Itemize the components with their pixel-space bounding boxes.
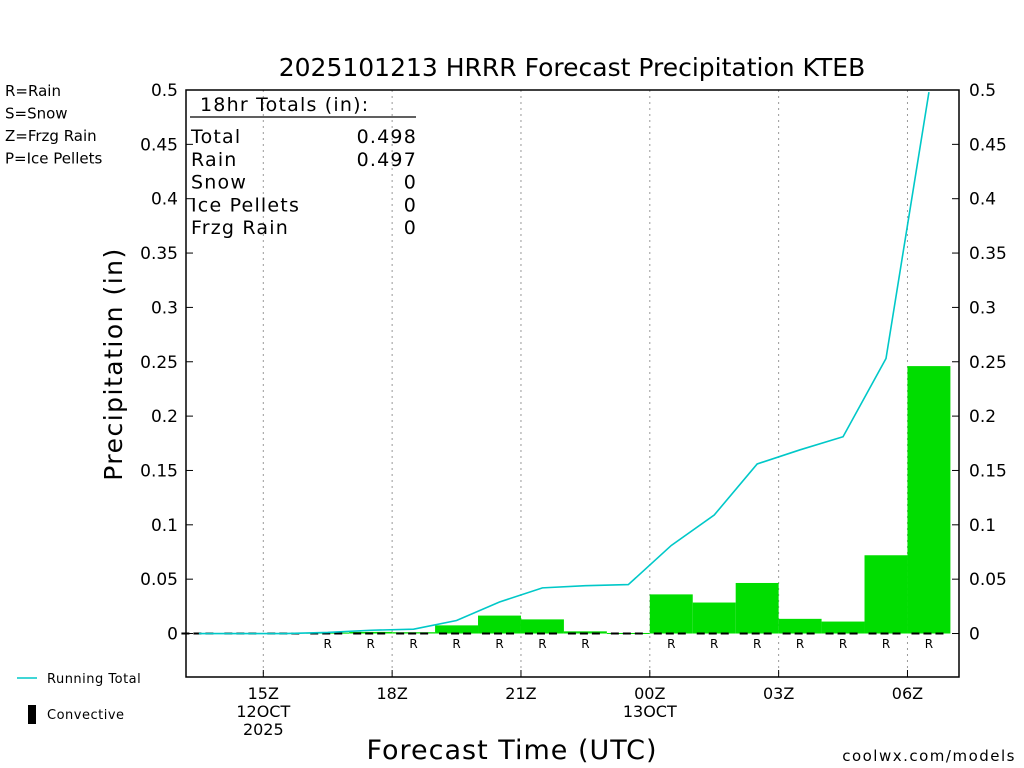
series-legend-label: Running Total xyxy=(47,672,141,687)
y-tick-label: 0.1 xyxy=(151,516,178,536)
y-tick-label: 0.5 xyxy=(969,81,996,101)
precip-bar xyxy=(478,615,521,634)
ptype-letter: R xyxy=(538,637,546,651)
totals-row-value: 0 xyxy=(404,172,417,194)
running-total-series xyxy=(198,92,930,635)
chart-title: 2025101213 HRRR Forecast Precipitation K… xyxy=(279,53,865,82)
y-tick-label: 0.3 xyxy=(969,298,996,318)
ptype-letter: R xyxy=(925,637,933,651)
x-tick-label: 2025 xyxy=(243,720,284,739)
ptype-letter: R xyxy=(882,637,890,651)
precip-bar xyxy=(735,582,779,634)
x-axis-label: Forecast Time (UTC) xyxy=(366,735,657,766)
y-axis-label: Precipitation (in) xyxy=(99,247,128,481)
y-tick-label: 0.25 xyxy=(969,353,1007,373)
totals-row-label: Total xyxy=(190,126,241,148)
ptype-legend-item: Z=Frzg Rain xyxy=(5,127,97,145)
y-tick-label: 0.1 xyxy=(969,516,996,536)
credit-text: coolwx.com/models xyxy=(842,747,1016,765)
ptype-legend-item: P=Ice Pellets xyxy=(5,150,102,168)
totals-row-label: Snow xyxy=(191,172,247,194)
y-tick-label: 0.4 xyxy=(151,190,178,210)
y-tick-label: 0.45 xyxy=(969,135,1007,155)
ptype-letter: R xyxy=(495,637,503,651)
x-tick-label: 03Z xyxy=(763,684,794,703)
ptype-letter: R xyxy=(667,637,675,651)
y-tick-label: 0.5 xyxy=(151,81,178,101)
y-tick-label: 0.35 xyxy=(969,244,1007,264)
running-total-line xyxy=(198,92,930,635)
y-tick-label: 0.4 xyxy=(969,190,996,210)
totals-row-value: 0 xyxy=(404,194,417,216)
totals-row-value: 0.497 xyxy=(357,149,417,171)
y-tick-label: 0.45 xyxy=(140,135,178,155)
precip-bar xyxy=(520,619,564,634)
ptype-letter: R xyxy=(452,637,460,651)
y-tick-label: 0.2 xyxy=(969,407,996,427)
series-legend: Running Total Convective xyxy=(17,672,141,724)
y-tick-label: 0.35 xyxy=(140,244,178,264)
precip-bar xyxy=(649,594,693,634)
ptype-letter: R xyxy=(409,637,417,651)
ptype-legend: R=Rain S=Snow Z=Frzg Rain P=Ice Pellets xyxy=(5,82,102,168)
x-tick-label: 06Z xyxy=(892,684,923,703)
y-tick-label: 0.2 xyxy=(151,407,178,427)
y-tick-label: 0.05 xyxy=(969,570,1007,590)
plot-frame xyxy=(185,89,960,678)
ptype-letter: R xyxy=(581,637,589,651)
precip-bar xyxy=(563,631,607,634)
totals-row-label: Rain xyxy=(191,149,238,171)
ptype-letter: R xyxy=(324,637,332,651)
precip-bar xyxy=(435,625,479,634)
x-tick-label: 21Z xyxy=(505,684,536,703)
y-axis-left: 0 0.05 0.1 0.15 0.2 0.25 0.3 0.35 0.4 0.45 0.5 xyxy=(140,81,193,645)
totals-row-label: Frzg Rain xyxy=(191,217,289,239)
bars xyxy=(306,366,951,634)
ptype-letter: R xyxy=(839,637,847,651)
x-tick-label: 12OCT xyxy=(236,702,290,721)
totals-row-value: 0 xyxy=(404,217,417,239)
ptype-legend-item: R=Rain xyxy=(5,82,61,100)
x-tick-label: 15Z xyxy=(248,684,279,703)
convective-legend-swatch xyxy=(28,705,36,724)
totals-row-label: Ice Pellets xyxy=(191,194,300,216)
y-tick-label: 0 xyxy=(969,625,980,645)
ptype-letter: R xyxy=(710,637,718,651)
series-legend-label: Convective xyxy=(47,708,125,723)
precip-bar xyxy=(907,366,951,634)
totals-row-value: 0.498 xyxy=(357,126,417,148)
totals-box: 18hr Totals (in): Total 0.498 Rain 0.497 Snow… xyxy=(190,94,417,239)
precip-bar xyxy=(864,555,908,634)
ptype-letter: R xyxy=(366,637,374,651)
y-axis-right: 0 0.05 0.1 0.15 0.2 0.25 0.3 0.35 0.4 0.45 0.5 xyxy=(952,81,1007,645)
ptype-letter: R xyxy=(753,637,761,651)
totals-header: 18hr Totals (in): xyxy=(200,94,369,116)
x-tick-label: 13OCT xyxy=(623,702,677,721)
y-tick-label: 0.15 xyxy=(140,461,178,481)
y-tick-label: 0 xyxy=(167,625,178,645)
ptype-letter: R xyxy=(796,637,804,651)
x-tick-label: 18Z xyxy=(376,684,407,703)
grid xyxy=(262,90,908,677)
y-tick-label: 0.05 xyxy=(140,570,178,590)
precip-bar xyxy=(692,602,736,634)
y-tick-label: 0.3 xyxy=(151,298,178,318)
y-tick-label: 0.15 xyxy=(969,461,1007,481)
precip-bar xyxy=(821,621,865,634)
precip-bar xyxy=(778,618,822,634)
y-tick-label: 0.25 xyxy=(140,353,178,373)
ptype-legend-item: S=Snow xyxy=(5,105,68,123)
x-tick-label: 00Z xyxy=(634,684,665,703)
